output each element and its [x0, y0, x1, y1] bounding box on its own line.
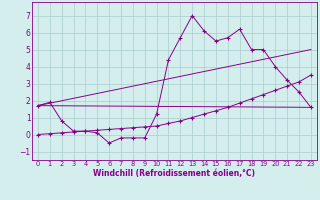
X-axis label: Windchill (Refroidissement éolien,°C): Windchill (Refroidissement éolien,°C) [93, 169, 255, 178]
